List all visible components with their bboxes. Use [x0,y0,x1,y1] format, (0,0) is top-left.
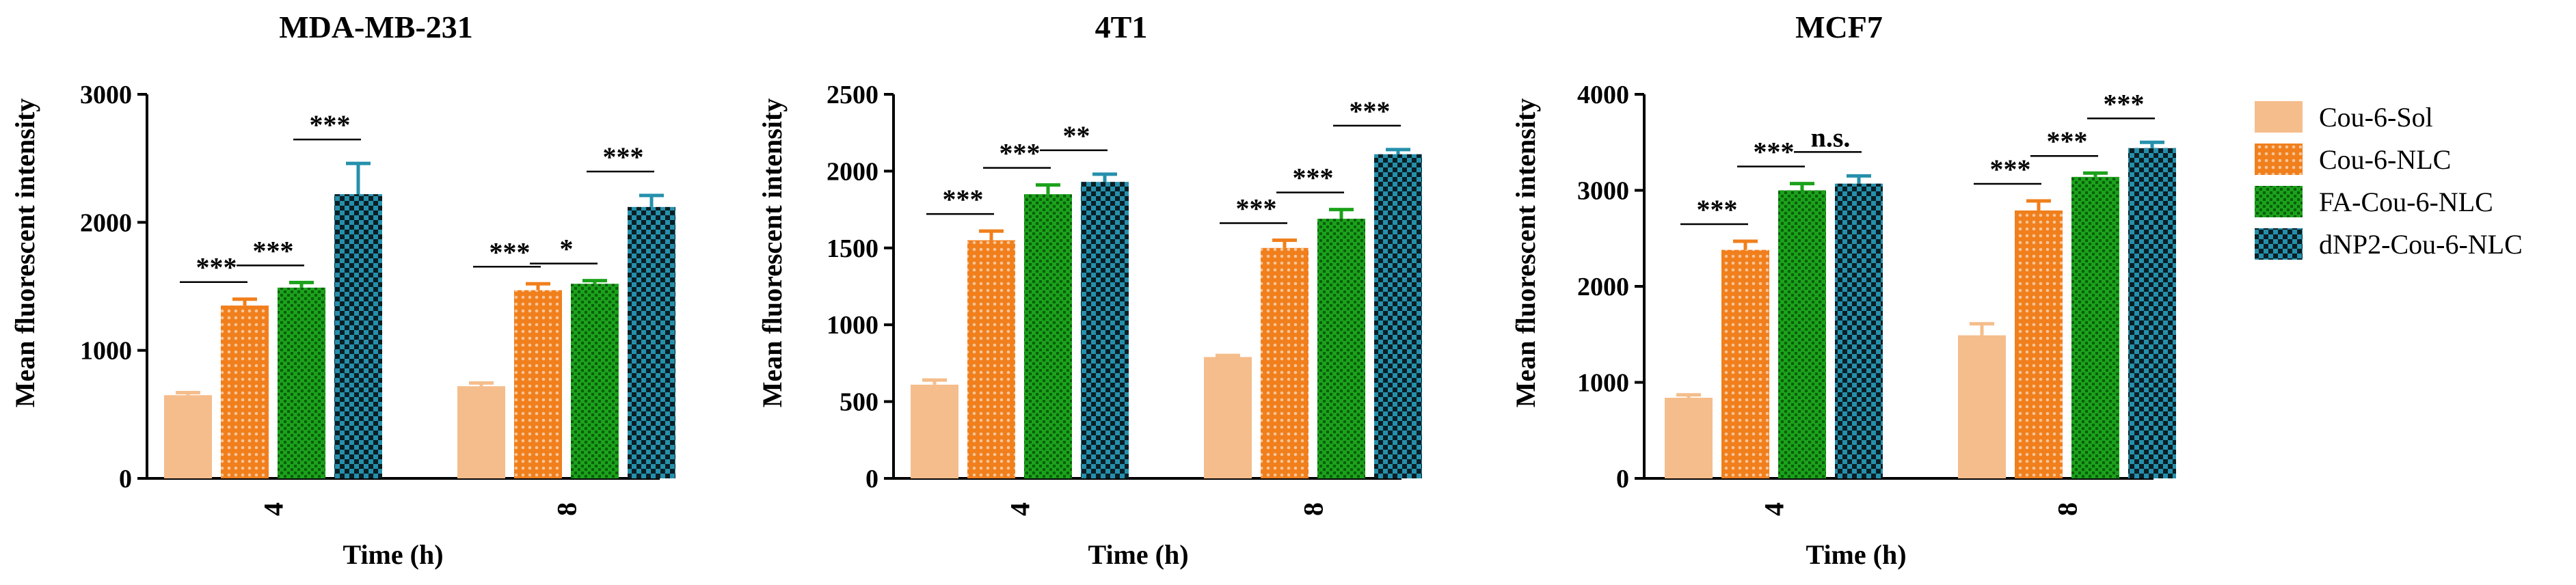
significance-label: *** [1697,194,1738,225]
significance-label: *** [2047,126,2088,157]
y-tick-label: 1500 [827,234,878,263]
chart-title: MDA-MB-231 [279,10,473,44]
significance-label: *** [489,236,531,267]
y-tick-label: 0 [1616,465,1629,493]
bar-cou-6-nlc-t8 [1261,247,1309,478]
y-tick-label: 1000 [80,337,132,366]
y-tick-label: 500 [840,388,878,417]
bar-fa-cou-6-nlc-t4 [278,287,325,478]
x-tick-label: 4 [1005,502,1036,516]
legend: Cou-6-Sol Cou-6-NLC FA-Cou-6-NLC dNP2-Co… [2255,101,2523,260]
chart-panel-mcf7: MCF7 Mean fluorescent intensity Time (h)… [1510,10,2176,570]
bar-cou-6-nlc-t8 [514,290,562,478]
legend-swatch [2255,228,2303,260]
significance-label: *** [1350,96,1391,126]
y-tick-label: 2000 [1577,273,1629,301]
significance-label: *** [1990,154,2031,185]
legend-swatch [2255,101,2303,133]
y-tick-label: 2500 [827,81,878,109]
x-tick-label: 8 [1298,502,1329,516]
bar-dnp2-cou-6-nlc-t8 [628,206,675,478]
bar-dnp2-cou-6-nlc-t4 [334,194,382,478]
bar-fa-cou-6-nlc-t8 [2071,176,2119,478]
y-axis-label: Mean fluorescent intensity [10,98,40,408]
bar-cou-6-nlc-t4 [967,240,1015,478]
significance-label: *** [1236,193,1277,224]
bar-dnp2-cou-6-nlc-t8 [2128,148,2176,478]
y-tick-label: 4000 [1577,81,1629,109]
bar-cou-6-sol-t8 [1204,357,1252,478]
y-tick-label: 0 [119,465,132,493]
bar-dnp2-cou-6-nlc-t4 [1081,182,1129,478]
significance-label: *** [1293,163,1334,193]
x-tick-label: 8 [2052,502,2083,516]
bar-cou-6-nlc-t4 [221,305,269,478]
significance-label: *** [943,184,984,215]
significance-label: *** [196,252,237,283]
legend-label: dNP2-Cou-6-NLC [2319,229,2523,260]
bar-cou-6-nlc-t8 [2015,210,2063,478]
significance-label: * [560,234,574,264]
legend-swatch [2255,144,2303,175]
bar-cou-6-sol-t8 [1958,335,2006,478]
y-tick-label: 1000 [1577,369,1629,398]
chart-panel-mda-mb-231: MDA-MB-231 Mean fluorescent intensity Ti… [10,10,675,570]
legend-item-cou-6-nlc: Cou-6-NLC [2255,144,2451,175]
y-tick-label: 2000 [80,208,132,237]
bar-dnp2-cou-6-nlc-t8 [1374,154,1422,478]
y-tick-label: 3000 [80,81,132,109]
y-axis-label: Mean fluorescent intensity [1510,98,1541,408]
significance-label: *** [2104,88,2145,119]
legend-label: FA-Cou-6-NLC [2319,187,2493,217]
x-tick-label: 4 [258,502,289,516]
legend-label: Cou-6-NLC [2319,144,2451,175]
x-tick-label: 8 [552,502,582,516]
bar-cou-6-sol-t4 [1665,397,1713,478]
x-axis-label: Time (h) [1088,539,1188,570]
x-axis-label: Time (h) [343,539,443,570]
bar-fa-cou-6-nlc-t4 [1024,194,1072,478]
y-tick-label: 1000 [827,311,878,340]
legend-item-fa-cou-6-nlc: FA-Cou-6-NLC [2255,186,2493,217]
y-tick-label: 3000 [1577,177,1629,206]
significance-label: *** [253,235,294,266]
y-axis-label: Mean fluorescent intensity [757,98,788,408]
y-tick-label: 0 [866,465,878,493]
chart-panel-4t1: 4T1 Mean fluorescent intensity Time (h) … [757,10,1422,570]
bar-cou-6-sol-t8 [457,386,505,478]
bar-cou-6-sol-t4 [911,384,958,478]
bar-fa-cou-6-nlc-t8 [1317,219,1365,478]
significance-label: n.s. [1811,122,1851,152]
bar-cou-6-nlc-t4 [1721,249,1769,478]
legend-swatch [2255,186,2303,217]
x-axis-label: Time (h) [1806,539,1906,570]
x-tick-label: 4 [1759,502,1790,516]
bar-fa-cou-6-nlc-t8 [571,284,619,478]
chart-title: 4T1 [1095,10,1148,44]
legend-item-dnp2-cou-6-nlc: dNP2-Cou-6-NLC [2255,228,2523,260]
significance-label: *** [1754,137,1795,167]
y-tick-label: 2000 [827,157,878,186]
significance-label: *** [999,138,1041,169]
significance-label: ** [1063,120,1090,151]
bar-dnp2-cou-6-nlc-t4 [1835,183,1883,478]
bar-cou-6-sol-t4 [164,395,212,478]
significance-label: *** [603,141,644,172]
legend-label: Cou-6-Sol [2319,102,2433,133]
bar-fa-cou-6-nlc-t4 [1778,190,1826,478]
chart-title: MCF7 [1795,10,1883,44]
significance-label: *** [310,109,351,140]
legend-item-cou-6-sol: Cou-6-Sol [2255,101,2433,133]
